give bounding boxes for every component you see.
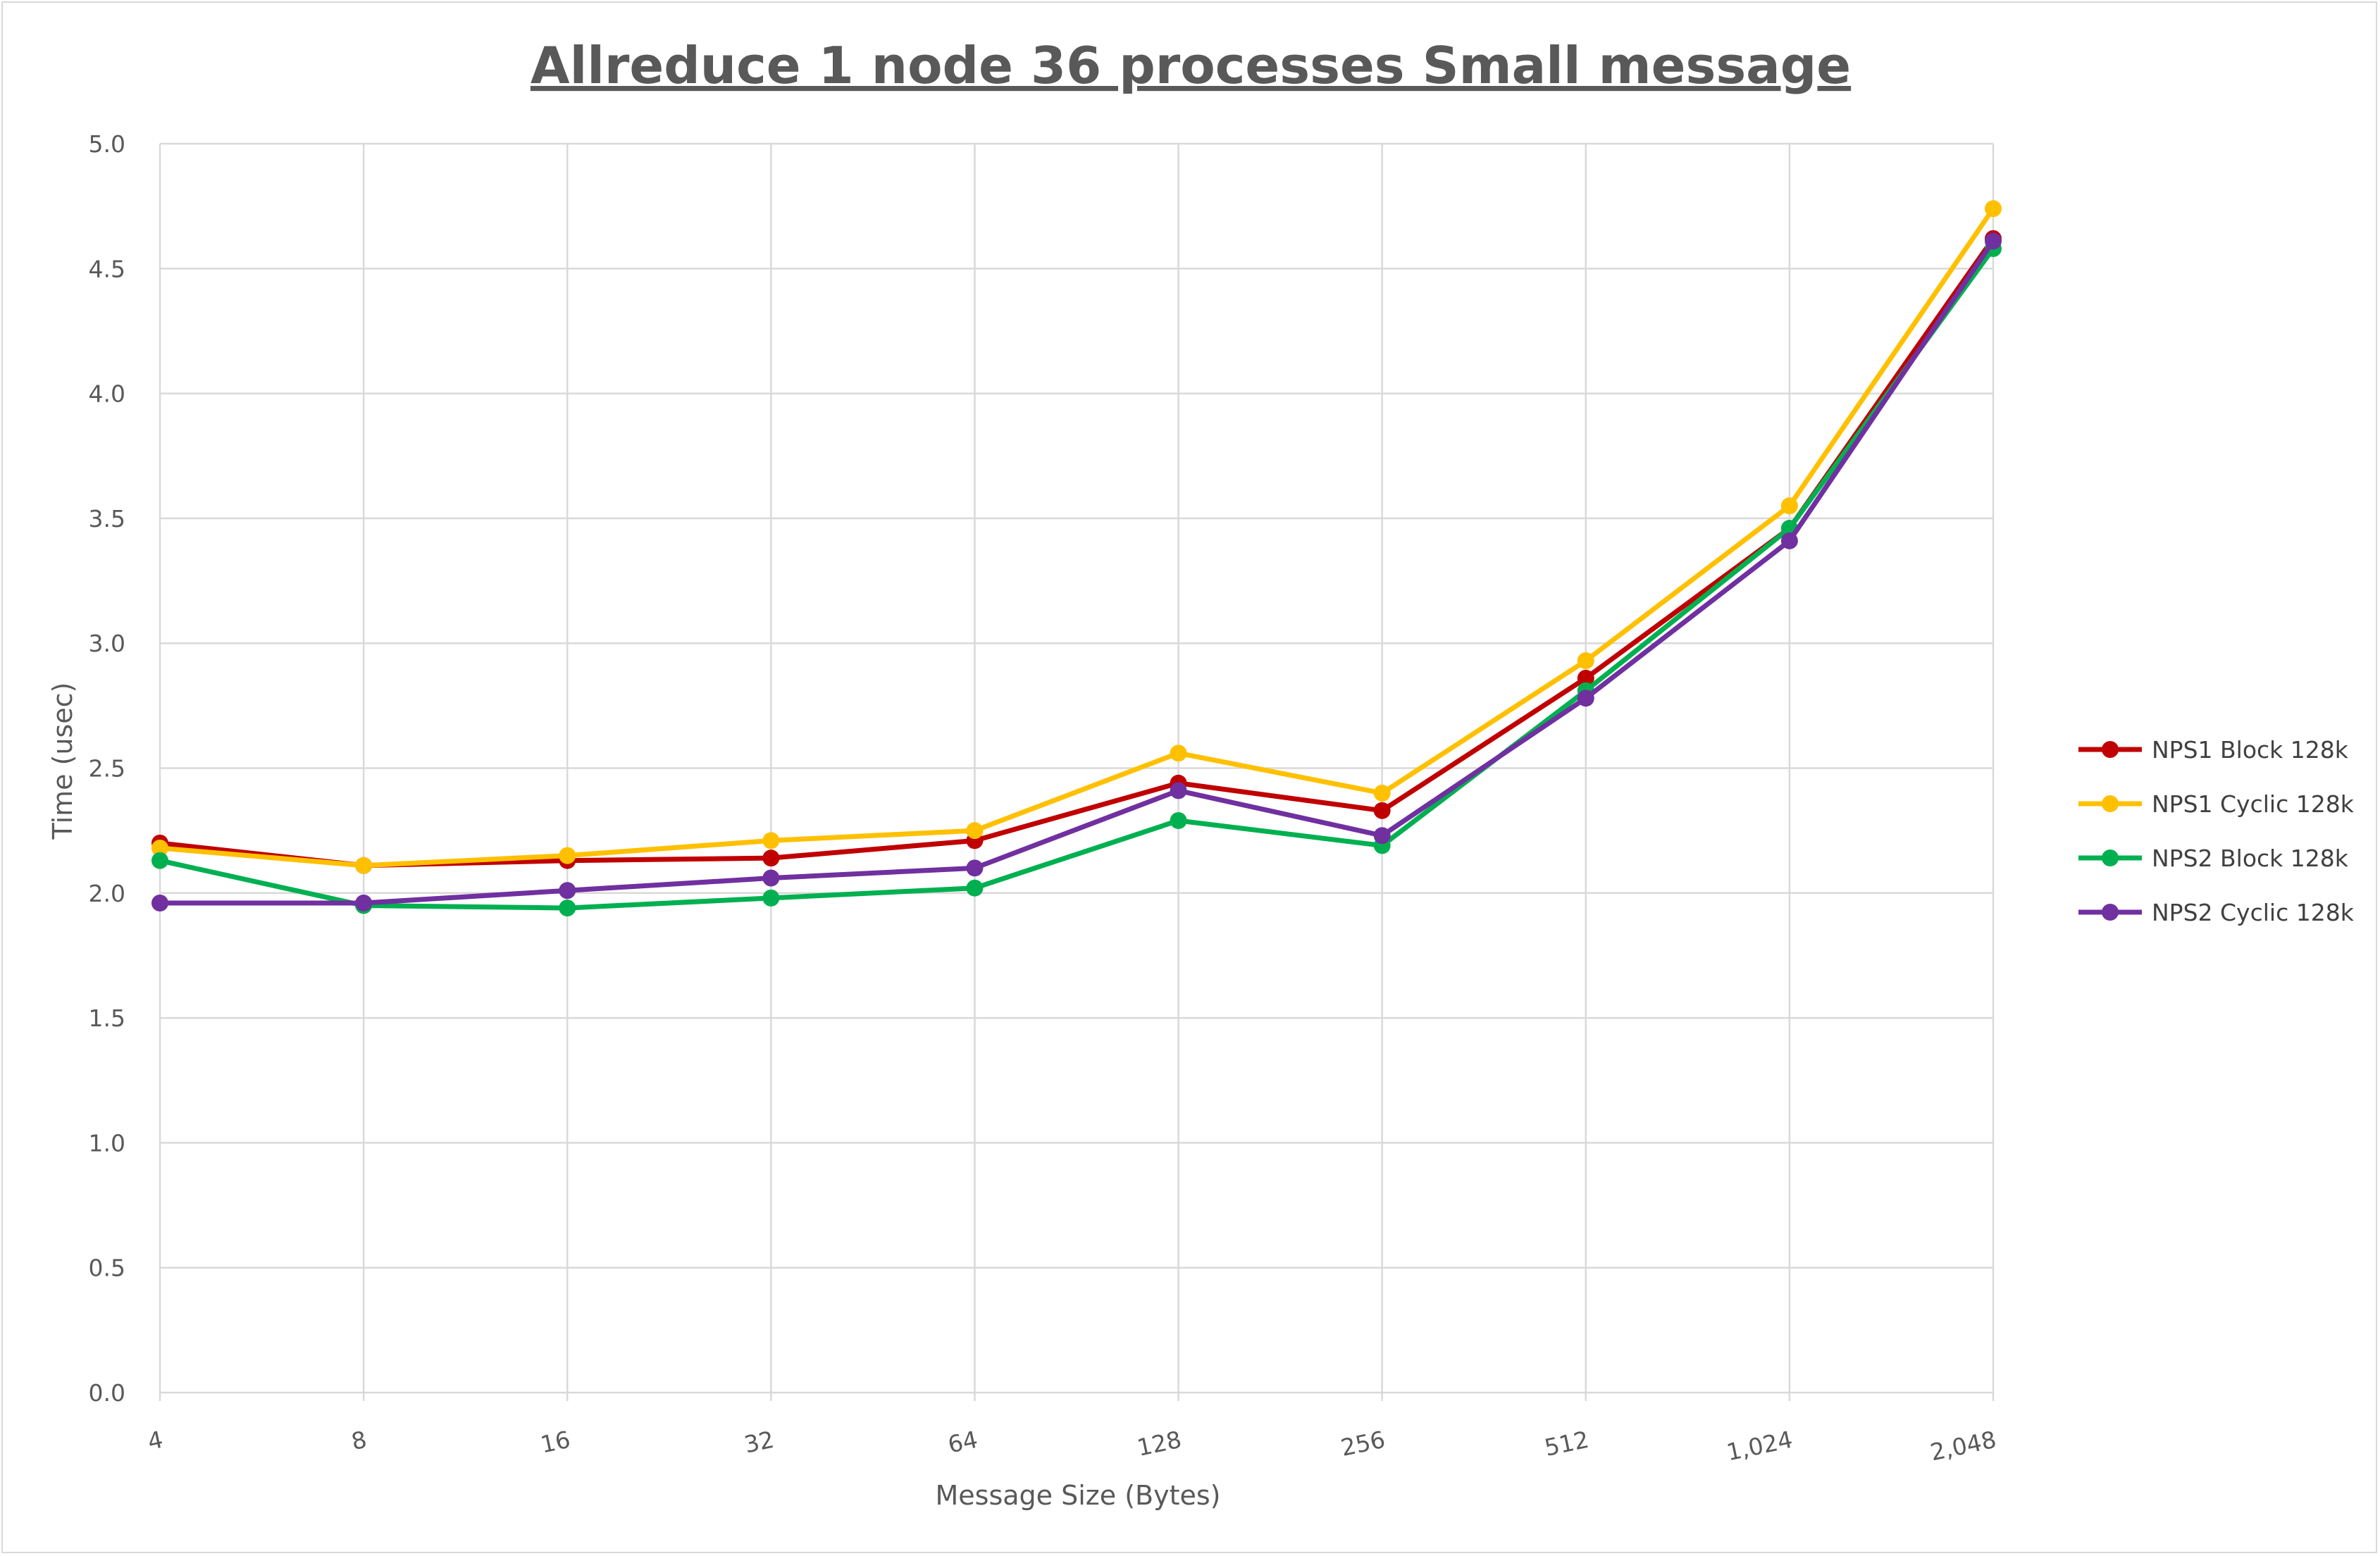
series-lines bbox=[151, 200, 2002, 917]
chart-title: Allreduce 1 node 36 processes Small mess… bbox=[531, 36, 1851, 95]
data-point bbox=[151, 852, 168, 869]
legend: NPS1 Block 128k NPS1 Cyclic 128k NPS2 Bloc… bbox=[2078, 736, 2355, 926]
series-group bbox=[151, 239, 2002, 917]
data-point bbox=[1577, 669, 1594, 687]
y-tick-label: 3.0 bbox=[89, 630, 125, 657]
series-line bbox=[157, 238, 1996, 906]
data-point bbox=[355, 894, 373, 911]
y-tick-label: 4.0 bbox=[89, 380, 125, 408]
y-tick-label: 5.0 bbox=[89, 130, 125, 158]
data-point bbox=[1577, 690, 1594, 707]
data-point bbox=[151, 894, 168, 911]
data-point bbox=[762, 849, 780, 867]
data-point bbox=[559, 882, 576, 900]
x-tick-label: 64 bbox=[946, 1426, 980, 1459]
x-tick-label: 8 bbox=[349, 1426, 369, 1456]
y-tick-label: 4.5 bbox=[89, 255, 125, 282]
data-point bbox=[355, 857, 373, 874]
y-tick-label: 2.0 bbox=[89, 880, 125, 907]
x-tick-label: 1,024 bbox=[1724, 1426, 1795, 1467]
series-line bbox=[157, 246, 1996, 911]
y-axis-tick-labels: 0.0 0.5 1.0 1.5 2.0 2.5 3.0 3.5 4.0 4.5 5.0 bbox=[89, 130, 125, 1407]
x-axis-tick-labels: 4 8 16 32 64 128 256 512 1,024 2,048 bbox=[145, 1426, 1999, 1467]
x-tick-label: 4 bbox=[145, 1426, 166, 1456]
data-point bbox=[1373, 802, 1391, 819]
legend-label: NPS1 Block 128k bbox=[2152, 736, 2349, 764]
data-point bbox=[1170, 782, 1187, 799]
x-tick-label: 128 bbox=[1134, 1426, 1184, 1462]
series-line bbox=[157, 236, 1996, 869]
data-point bbox=[1985, 200, 2002, 218]
data-point bbox=[1577, 652, 1594, 670]
series-group bbox=[151, 200, 2002, 874]
legend-swatch-marker bbox=[2102, 849, 2119, 866]
data-point bbox=[559, 847, 576, 864]
data-point bbox=[1170, 745, 1187, 762]
legend-label: NPS1 Cyclic 128k bbox=[2152, 790, 2355, 818]
series-group bbox=[151, 232, 2002, 911]
legend-label: NPS2 Block 128k bbox=[2152, 845, 2349, 872]
x-tick-label: 256 bbox=[1339, 1426, 1388, 1462]
data-point bbox=[1373, 827, 1391, 845]
data-point bbox=[762, 889, 780, 907]
y-tick-label: 0.5 bbox=[89, 1255, 125, 1282]
series-line bbox=[157, 206, 1996, 869]
data-point bbox=[1780, 532, 1798, 549]
legend-swatch-marker bbox=[2102, 904, 2119, 921]
x-tick-label: 16 bbox=[538, 1426, 573, 1459]
y-tick-label: 1.5 bbox=[89, 1004, 125, 1032]
grid-lines bbox=[159, 142, 1995, 1401]
x-tick-label: 512 bbox=[1542, 1426, 1592, 1462]
y-tick-label: 1.0 bbox=[89, 1129, 125, 1157]
legend-swatch-marker bbox=[2102, 741, 2119, 758]
data-point bbox=[559, 900, 576, 917]
data-point bbox=[966, 859, 984, 877]
data-point bbox=[1373, 784, 1391, 802]
y-tick-label: 0.0 bbox=[89, 1379, 125, 1407]
series-group bbox=[151, 230, 2002, 874]
data-point bbox=[151, 839, 168, 857]
data-point bbox=[762, 869, 780, 887]
y-tick-label: 3.5 bbox=[89, 505, 125, 533]
y-tick-label: 2.5 bbox=[89, 755, 125, 783]
x-axis-title: Message Size (Bytes) bbox=[936, 1480, 1221, 1511]
data-point bbox=[966, 879, 984, 897]
y-axis-title: Time (usec) bbox=[47, 683, 78, 840]
data-point bbox=[762, 832, 780, 849]
x-tick-label: 32 bbox=[742, 1426, 776, 1459]
data-point bbox=[1985, 232, 2002, 250]
x-tick-label: 2,048 bbox=[1928, 1426, 1999, 1467]
data-point bbox=[1170, 811, 1187, 829]
legend-label: NPS2 Cyclic 128k bbox=[2152, 899, 2355, 926]
legend-swatch-marker bbox=[2102, 795, 2119, 812]
data-point bbox=[1780, 497, 1798, 515]
data-point bbox=[966, 822, 984, 840]
